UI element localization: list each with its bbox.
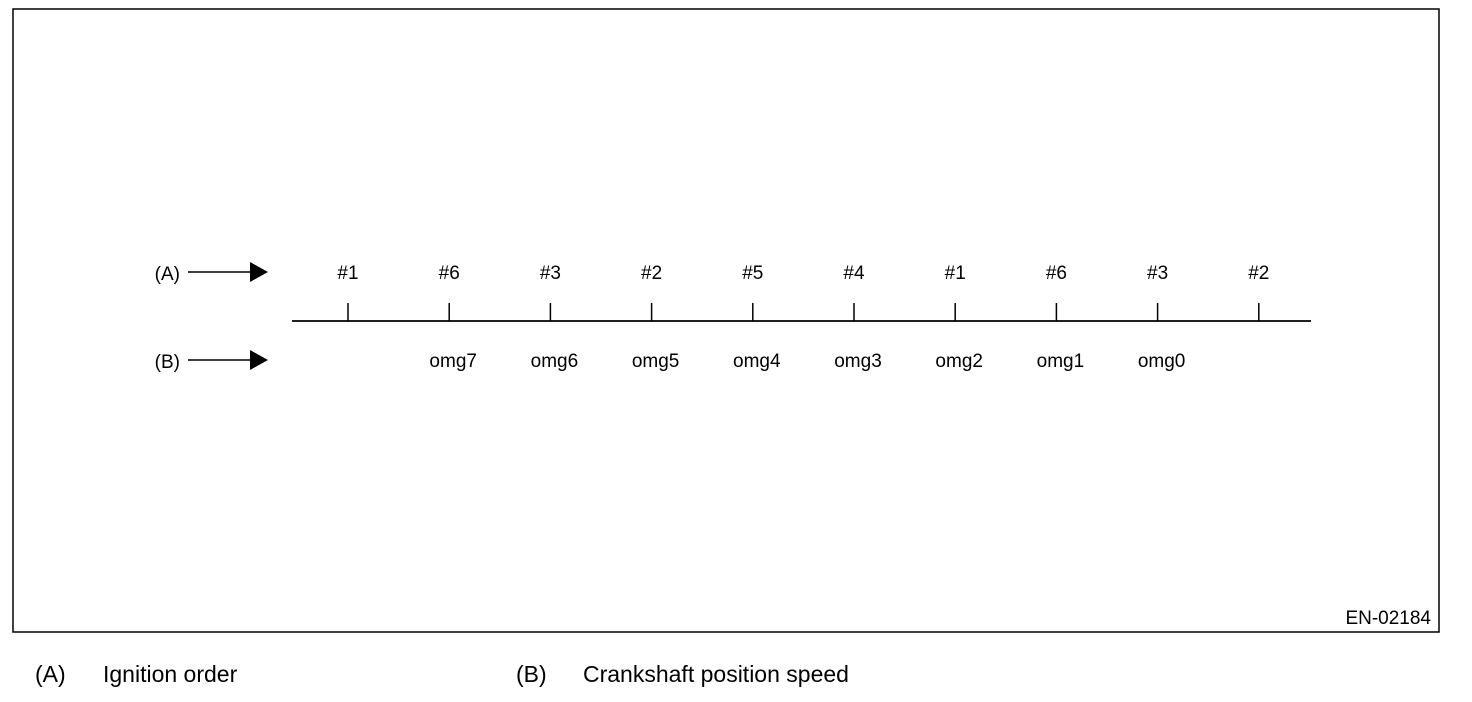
ignition-timing-diagram: (A) (B) #1 #6 #3 #2 #5 #4 #1 #6 #3 #2 omg7 omg6 omg… xyxy=(12,8,1440,633)
ignition-cylinder-label: #4 xyxy=(843,263,865,284)
ignition-cylinder-label: #6 xyxy=(439,263,460,284)
row-b-arrow-head xyxy=(250,350,268,370)
timeline-ticks xyxy=(347,303,1260,321)
legend-a-marker: (A) xyxy=(35,661,66,687)
ignition-cylinder-label: #1 xyxy=(945,263,966,284)
crankshaft-speed-label: omg4 xyxy=(733,351,781,372)
legend-a-text: Ignition order xyxy=(103,661,238,687)
row-b-marker: (B) xyxy=(155,352,180,373)
crankshaft-speed-label: omg1 xyxy=(1037,351,1085,372)
ignition-cylinder-label: #2 xyxy=(1248,263,1269,284)
ignition-cylinder-label: #6 xyxy=(1046,263,1067,284)
row-a-marker: (A) xyxy=(155,264,180,285)
crankshaft-speed-label: omg7 xyxy=(429,351,477,372)
ignition-order-labels: #1 #6 #3 #2 #5 #4 #1 #6 #3 #2 xyxy=(337,263,1269,284)
crankshaft-speed-label: omg5 xyxy=(632,351,680,372)
ignition-cylinder-label: #5 xyxy=(742,263,763,284)
diagram-code: EN-02184 xyxy=(1345,608,1431,629)
crankshaft-speed-labels: omg7 omg6 omg5 omg4 omg3 omg2 omg1 omg0 xyxy=(429,351,1185,372)
row-a-arrow-head xyxy=(250,262,268,282)
ignition-cylinder-label: #3 xyxy=(540,263,561,284)
diagram-frame xyxy=(12,8,1440,633)
crankshaft-speed-label: omg0 xyxy=(1138,351,1186,372)
ignition-cylinder-label: #1 xyxy=(337,263,358,284)
ignition-cylinder-label: #2 xyxy=(641,263,662,284)
legend-b-marker: (B) xyxy=(516,661,547,687)
crankshaft-speed-label: omg2 xyxy=(935,351,983,372)
crankshaft-speed-label: omg6 xyxy=(531,351,579,372)
crankshaft-speed-label: omg3 xyxy=(834,351,882,372)
legend-b-text: Crankshaft position speed xyxy=(583,661,849,687)
ignition-cylinder-label: #3 xyxy=(1147,263,1168,284)
